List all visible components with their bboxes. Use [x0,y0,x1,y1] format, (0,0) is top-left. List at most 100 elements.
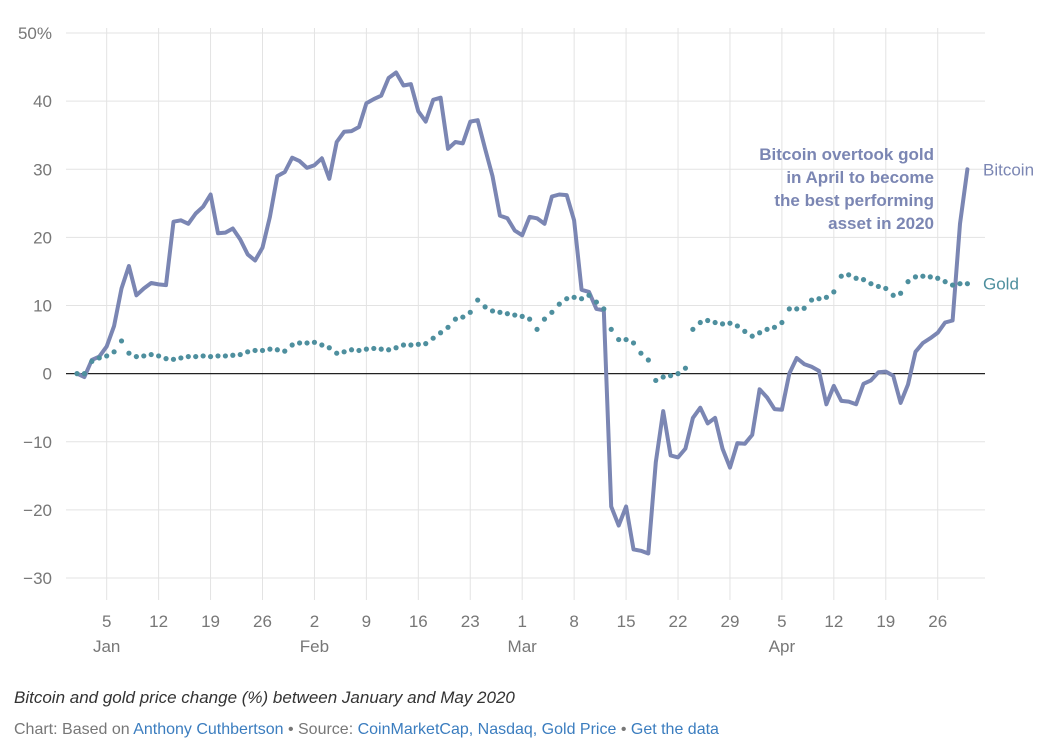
vertical-gridlines [106,28,939,600]
gold-point [868,281,874,287]
y-tick-label: −30 [23,569,52,588]
horizontal-gridlines [66,32,985,579]
gold-point [282,348,288,354]
gold-point [222,353,228,359]
gold-point [96,355,102,361]
gold-point [274,347,280,353]
bitcoin-series [75,70,970,556]
x-tick-label: 12 [149,612,168,631]
gold-point [927,274,933,280]
gold-point [616,336,622,343]
gold-point [356,347,362,354]
y-tick-label: −20 [23,501,52,520]
gold-point [690,326,696,332]
gold-point [118,338,125,344]
gold-point [519,313,525,319]
gold-point [660,374,666,380]
x-tick-label: 1 [517,612,526,631]
gold-point [504,311,510,317]
gold-point [964,281,971,287]
gold-point [193,353,199,360]
gold-point [215,353,221,359]
x-tick-label: 23 [461,612,480,631]
gold-point [601,306,607,312]
gold-point [957,281,963,287]
annotation-line: asset in 2020 [828,214,934,233]
author-link[interactable]: Anthony Cuthbertson [133,721,284,738]
gold-point [801,305,807,311]
x-tick-label: 5 [102,612,111,631]
gold-point [905,279,911,285]
gold-point [831,289,837,295]
gold-point [74,371,80,377]
gold-point [586,292,592,298]
gold-point [252,347,258,354]
gold-point [437,330,444,336]
gold-point [341,349,347,355]
gold-point [757,330,763,336]
gold-point [623,336,629,343]
gold-point [170,356,177,362]
gold-point [697,319,703,326]
gold-point [378,346,384,352]
gold-point [541,316,548,322]
annotation-line: in April to become [786,168,934,187]
gold-point [593,299,600,305]
labels-layer: Bitcoin Gold Bitcoin overtook gold in April… [759,145,1034,294]
x-month-label: Mar [508,637,538,656]
gold-point [326,345,332,351]
chart-credit: Chart: Based on Anthony Cuthbertson • So… [14,721,719,739]
gold-point [467,309,473,315]
gold-point [734,323,740,329]
get-the-data-link[interactable]: Get the data [630,721,719,738]
series-label-gold: Gold [983,275,1019,294]
credit-separator: • [616,721,631,738]
gold-point [185,353,191,360]
gold-point [259,347,266,354]
gold-point [489,308,496,314]
gold-point [104,353,110,359]
gold-point [163,356,169,362]
gold-point [786,306,792,312]
sources-link[interactable]: CoinMarketCap, Nasdaq, Gold Price [357,721,617,738]
gold-point [304,340,310,346]
x-tick-label: 9 [362,612,371,631]
bitcoin-line [75,70,970,556]
gold-point [178,355,184,361]
gold-point [334,350,340,356]
gold-point [578,296,585,302]
gold-point [408,342,414,348]
gold-point [556,301,562,307]
gold-point [89,358,95,364]
gold-point [630,340,637,346]
gold-point [838,273,844,279]
gold-point [245,349,251,355]
x-tick-label: 19 [876,612,895,631]
gold-point [237,351,243,358]
gold-point [148,351,154,358]
x-tick-label: 8 [569,612,578,631]
gold-point [460,314,466,320]
gold-point [705,317,711,324]
gold-point [571,294,577,300]
gold-point [126,350,132,356]
credit-prefix: Chart: Based on [14,721,134,738]
gold-point [564,296,570,302]
annotation-line: the best performing [774,191,934,210]
gold-point [816,296,822,302]
gold-series [74,272,971,384]
gold-point [779,319,785,326]
y-tick-label: −10 [23,433,52,452]
gold-point [638,350,644,356]
gold-point [527,316,533,322]
gold-point [749,333,755,339]
gold-point [949,282,956,288]
gold-point [808,297,815,303]
gold-point [156,353,162,359]
y-tick-label: 40 [33,92,52,111]
gold-point [230,352,236,358]
gold-point [423,341,429,347]
gold-point [771,324,778,330]
